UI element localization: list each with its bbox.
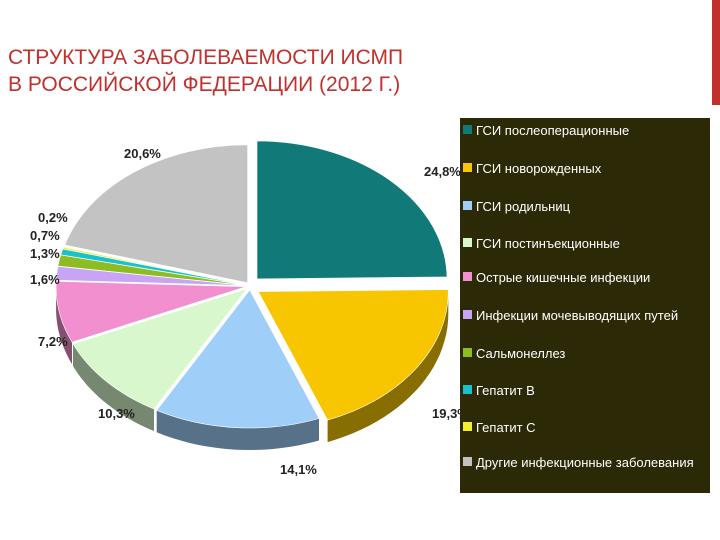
legend-label-6: Инфекции мочевыводящих путей [476, 308, 679, 323]
data-label-5: 7,2% [38, 334, 68, 349]
legend-swatch-3 [463, 201, 472, 210]
legend-swatch-5 [463, 272, 472, 281]
data-label-1: 24,8% [424, 164, 461, 179]
pie-slice-side-2 [327, 291, 449, 443]
legend-swatch-6 [463, 310, 472, 319]
legend-swatch-9 [463, 422, 472, 431]
pie-slice-10 [64, 144, 248, 284]
pie-slice-4 [72, 288, 248, 410]
accent-bar [712, 0, 720, 105]
legend-label-10: Другие инфекционные заболевания [476, 455, 694, 470]
legend-swatch-7 [463, 348, 472, 357]
legend-label-7: Сальмонеллез [476, 346, 566, 361]
legend-label-9: Гепатит С [476, 420, 536, 435]
legend-swatch-8 [463, 385, 472, 394]
legend-swatch-10 [463, 457, 472, 466]
pie-slice-2 [257, 289, 449, 421]
data-label-6: 1,6% [30, 272, 60, 287]
legend-label-2: ГСИ новорожденных [476, 161, 602, 176]
pie-slice-6 [55, 266, 247, 286]
pie-slice-3 [156, 289, 320, 429]
legend-swatch-2 [463, 163, 472, 172]
legend-label-5: Острые кишечные инфекции [476, 270, 651, 285]
data-label-3: 14,1% [280, 462, 317, 477]
pie-slice-side-5 [56, 286, 72, 365]
pie-slice-side-3 [156, 410, 319, 450]
legend-label-8: Гепатит В [476, 383, 535, 398]
data-label-4: 10,3% [98, 406, 135, 421]
slide-title-line-2: В РОССИЙСКОЙ ФЕДЕРАЦИИ (2012 Г.) [8, 73, 401, 96]
data-label-7: 1,3% [30, 246, 60, 261]
slide-title: СТРУКТУРА ЗАБОЛЕВАЕМОСТИ ИСМП В РОССИЙСК… [8, 44, 608, 98]
pie-chart: 24,8% 19,3% 14,1% 10,3% 7,2% 1,6% 1,3% 0,7% 0,2%… [30, 140, 469, 477]
legend-label-1: ГСИ послеоперационные [476, 123, 630, 138]
pie-top-layer [55, 140, 449, 429]
pie-slice-5 [55, 280, 247, 343]
pie-data-labels: 24,8% 19,3% 14,1% 10,3% 7,2% 1,6% 1,3% 0,7% 0,2%… [30, 146, 469, 477]
legend-label-4: ГСИ постинъекционные [476, 236, 620, 251]
data-label-8: 0,7% [30, 228, 60, 243]
legend-label-3: ГСИ родильниц [476, 199, 571, 214]
pie-slice-1 [256, 140, 448, 280]
chart-legend: ГСИ послеоперационные ГСИ новорожденных ГС… [460, 118, 710, 493]
slide-title-line-1: СТРУКТУРА ЗАБОЛЕВАЕМОСТИ ИСМП [8, 46, 404, 69]
legend-swatch-1 [463, 125, 472, 134]
data-label-2: 19,3% [432, 406, 469, 421]
pie-slice-9 [62, 246, 247, 286]
legend-swatch-4 [463, 238, 472, 247]
pie-depth-layer [56, 286, 449, 450]
pie-slice-side-4 [73, 344, 154, 431]
data-label-9: 0,2% [38, 210, 68, 225]
data-label-10: 20,6% [124, 146, 161, 161]
